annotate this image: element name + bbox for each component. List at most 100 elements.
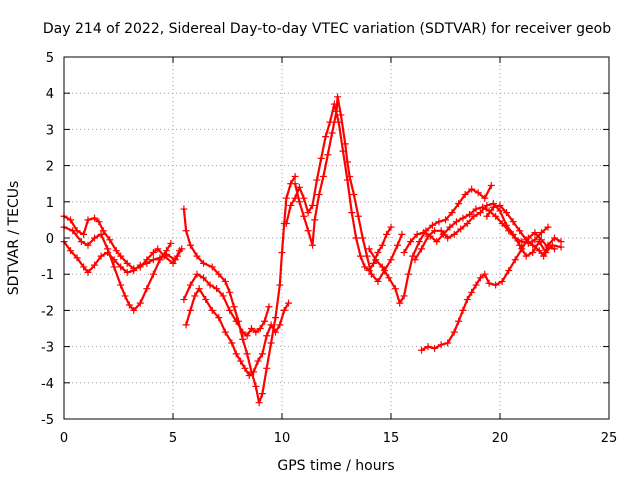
data-point	[450, 328, 458, 336]
x-tick-label: 0	[60, 431, 68, 446]
data-point	[372, 256, 380, 264]
data-point	[149, 248, 157, 256]
data-point	[398, 230, 406, 238]
x-tick-label: 20	[492, 431, 509, 446]
data-point	[221, 277, 229, 285]
data-point	[330, 100, 338, 108]
series-10	[400, 203, 552, 256]
data-point	[171, 256, 179, 264]
data-point	[110, 263, 118, 271]
data-point	[202, 296, 210, 304]
data-point	[468, 288, 476, 296]
data-point	[518, 238, 526, 246]
data-point	[435, 218, 443, 226]
series-line	[182, 273, 270, 337]
data-point	[180, 296, 188, 304]
data-point	[261, 317, 269, 325]
data-point	[483, 212, 491, 220]
data-point	[407, 238, 415, 246]
data-point	[156, 254, 164, 262]
data-point	[195, 285, 203, 293]
data-point	[67, 216, 75, 224]
data-point	[350, 191, 358, 199]
data-point	[73, 254, 81, 262]
data-point	[503, 221, 511, 229]
data-point	[418, 346, 426, 354]
data-point	[228, 339, 236, 347]
data-point	[465, 210, 473, 218]
data-point	[424, 343, 432, 351]
data-point	[271, 314, 279, 322]
data-point	[437, 227, 445, 235]
data-point	[537, 236, 545, 244]
data-point	[385, 274, 393, 282]
data-point	[252, 328, 260, 336]
data-point	[496, 201, 504, 209]
data-point	[343, 176, 351, 184]
data-point	[123, 268, 131, 276]
data-point	[470, 212, 478, 220]
data-point	[354, 212, 362, 220]
data-point	[444, 234, 452, 242]
data-point	[457, 225, 465, 233]
data-point	[176, 247, 184, 255]
x-tick-label: 10	[274, 431, 291, 446]
data-point	[374, 277, 382, 285]
data-point	[367, 270, 375, 278]
data-point	[455, 317, 463, 325]
data-point	[169, 259, 177, 267]
data-point	[409, 252, 417, 260]
data-point	[337, 111, 345, 119]
y-tick-label: 1	[46, 196, 54, 211]
series-13	[483, 201, 565, 260]
data-point	[215, 314, 223, 322]
data-point	[529, 248, 537, 256]
data-point	[309, 201, 317, 209]
data-point	[420, 229, 428, 237]
data-point	[485, 279, 493, 287]
data-point	[255, 399, 263, 407]
data-point	[365, 245, 373, 253]
data-point	[267, 321, 275, 329]
data-point	[237, 357, 245, 365]
data-point	[442, 216, 449, 224]
data-point	[180, 205, 188, 213]
data-point	[239, 328, 247, 336]
data-point	[511, 256, 519, 264]
data-point	[326, 118, 334, 126]
series-9	[365, 182, 495, 307]
data-point	[529, 241, 537, 249]
data-point	[182, 321, 190, 329]
data-point	[319, 172, 327, 180]
ticks: 0 5 10 15 20 25 -5 -4 -3 -2 -1 0 1 2 3 4 5	[41, 51, 617, 446]
data-point	[154, 245, 162, 253]
data-point	[459, 214, 467, 222]
y-tick-label: 4	[46, 87, 54, 102]
data-point	[378, 263, 386, 271]
data-point	[263, 364, 271, 372]
data-point	[535, 247, 543, 255]
data-point	[258, 390, 266, 398]
data-point	[84, 241, 92, 249]
x-axis-label: GPS time / hours	[277, 458, 394, 474]
data-point	[339, 147, 347, 155]
data-point	[263, 332, 271, 340]
data-point	[110, 256, 118, 264]
data-point	[334, 93, 342, 101]
data-point	[193, 252, 201, 260]
data-point	[280, 306, 288, 314]
data-point	[551, 234, 558, 242]
data-point	[186, 306, 194, 314]
data-point	[370, 259, 378, 267]
data-point	[232, 350, 240, 358]
data-point	[537, 229, 545, 237]
data-point	[295, 183, 303, 191]
data-point	[254, 357, 262, 365]
data-point	[200, 259, 208, 267]
y-tick-label: -4	[41, 377, 54, 392]
data-point	[80, 230, 88, 238]
data-point	[450, 230, 458, 238]
data-point	[276, 281, 284, 289]
data-point	[243, 350, 251, 358]
